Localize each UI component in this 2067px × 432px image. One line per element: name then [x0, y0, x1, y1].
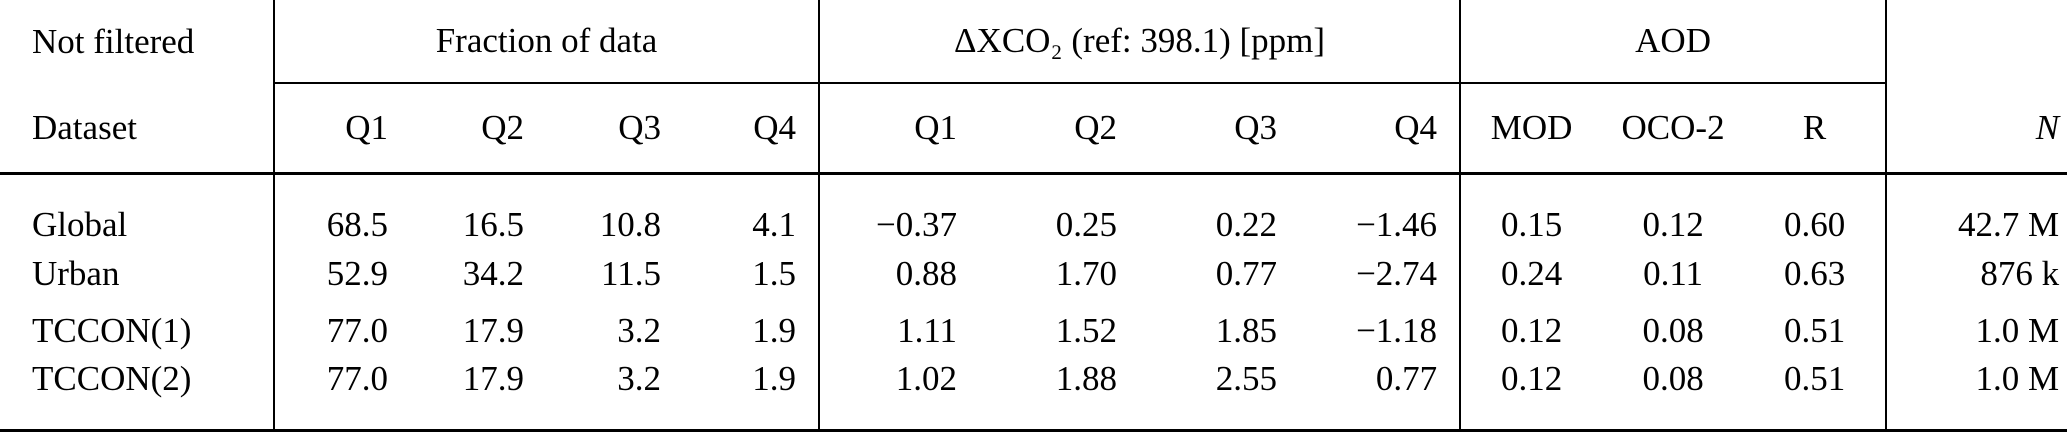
- cell: 0.77: [1215, 253, 1278, 293]
- cell: 34.2: [462, 253, 524, 293]
- column-header: Q4: [1394, 108, 1438, 147]
- cell: 3.2: [617, 310, 661, 350]
- cell: 1.02: [818, 359, 980, 431]
- column-header: Q4: [753, 108, 797, 147]
- cell: 0.12: [1459, 359, 1603, 431]
- cell: 16.5: [462, 205, 524, 244]
- cell: −1.46: [1356, 205, 1438, 244]
- column-header: MOD: [1459, 83, 1603, 174]
- cell: 17.9: [462, 310, 524, 350]
- cell: 1.0 M: [1885, 302, 2067, 359]
- cell: 77.0: [273, 359, 410, 431]
- cell: 11.5: [601, 253, 661, 293]
- cell: 1.5: [752, 253, 797, 293]
- cell: 17.9: [462, 359, 524, 398]
- cell: 3.2: [617, 359, 661, 398]
- column-header: Q1: [818, 83, 980, 174]
- data-row: TCCON(1) 77.0 17.9 3.2 1.9 1.11 1.52 1.85 −1.18 0…: [0, 302, 2067, 359]
- cell: 876 k: [1885, 245, 2067, 302]
- cell: 77.0: [273, 302, 410, 359]
- column-header: Q3: [618, 108, 661, 147]
- cell: 0.08: [1642, 359, 1704, 398]
- cell: 68.5: [273, 173, 410, 245]
- cell: 1.88: [1055, 359, 1118, 398]
- cell: 0.63: [1783, 253, 1846, 293]
- cell: 0.08: [1642, 310, 1704, 350]
- column-header-row: Dataset Q1 Q2 Q3 Q4 Q1 Q2 Q3 Q4 MOD OCO-2 R N: [0, 83, 2067, 174]
- cell: 0.77: [1375, 359, 1438, 398]
- row-label: Urban: [32, 253, 120, 293]
- cell: 1.11: [818, 302, 980, 359]
- column-header-text: N: [2035, 107, 2060, 147]
- cell: −0.37: [818, 173, 980, 245]
- cell: 0.12: [1642, 205, 1704, 244]
- cell: 0.15: [1459, 173, 1603, 245]
- column-header: R: [1802, 108, 1827, 147]
- cell: 0.22: [1215, 205, 1278, 244]
- cell: −1.18: [1356, 310, 1438, 350]
- data-row: Urban 52.9 34.2 11.5 1.5 0.88 1.70 0.77 −2.74 0.2…: [0, 245, 2067, 302]
- data-row: TCCON(2) 77.0 17.9 3.2 1.9 1.02 1.88 2.55 0.77 0.…: [0, 359, 2067, 431]
- cell: 1.85: [1215, 310, 1278, 350]
- column-header: Dataset: [32, 107, 137, 147]
- column-header: Q2: [1074, 108, 1118, 147]
- cell: 0.12: [1459, 302, 1603, 359]
- cell: 0.51: [1783, 310, 1846, 350]
- cell: 42.7 M: [1885, 173, 2067, 245]
- group-header: Not filtered: [32, 21, 195, 61]
- cell: 1.9: [752, 310, 797, 350]
- row-label: TCCON(2): [32, 359, 192, 398]
- group-header: AOD: [1459, 0, 1887, 84]
- cell: 0.24: [1459, 245, 1603, 302]
- column-header: Q3: [1234, 108, 1278, 147]
- empty-cell: [1885, 0, 2067, 83]
- group-header: ΔXCO₂ (ref: 398.1) [ppm]: [818, 0, 1461, 84]
- table-body: Global 68.5 16.5 10.8 4.1 −0.37 0.25 0.22 −1.46 0…: [0, 173, 2067, 431]
- cell: 0.11: [1643, 253, 1704, 293]
- column-header: N: [1885, 83, 2067, 174]
- column-header: Q1: [273, 83, 410, 174]
- cell: 10.8: [599, 205, 661, 244]
- cell: −2.74: [1356, 253, 1438, 293]
- row-label: TCCON(1): [32, 310, 192, 350]
- cell: 1.70: [1055, 253, 1118, 293]
- cell: 0.51: [1783, 359, 1846, 398]
- cell: 0.88: [818, 245, 980, 302]
- cell: 0.60: [1783, 205, 1846, 244]
- column-header: OCO-2: [1621, 108, 1725, 147]
- row-label: Global: [32, 205, 128, 244]
- cell: 0.25: [1055, 205, 1118, 244]
- cell: 1.52: [1055, 310, 1118, 350]
- cell: 1.9: [752, 359, 797, 398]
- cell: 52.9: [273, 245, 410, 302]
- cell: 1.0 M: [1885, 359, 2067, 431]
- group-header-row: Not filtered Fraction of data ΔXCO₂ (ref…: [0, 0, 2067, 84]
- data-row: Global 68.5 16.5 10.8 4.1 −0.37 0.25 0.22 −1.46 0…: [0, 173, 2067, 245]
- cell: 2.55: [1215, 359, 1278, 398]
- cell: 4.1: [752, 205, 797, 244]
- column-header: Q2: [481, 108, 524, 147]
- group-header: Fraction of data: [272, 0, 820, 84]
